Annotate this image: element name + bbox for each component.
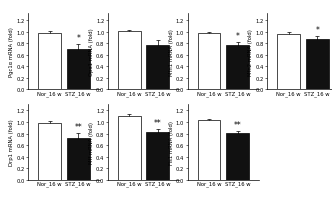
Y-axis label: Mff mRNA (fold): Mff mRNA (fold): [89, 121, 94, 163]
Bar: [38, 124, 61, 180]
Bar: [306, 39, 329, 90]
Text: *: *: [315, 26, 319, 35]
Y-axis label: Mfn1 mRNA (fold): Mfn1 mRNA (fold): [169, 29, 174, 75]
Y-axis label: Mfn2 mRNA (fold): Mfn2 mRNA (fold): [248, 29, 253, 75]
Text: **: **: [234, 120, 241, 129]
Bar: [277, 35, 300, 90]
Y-axis label: Fis1 mRNA (fold): Fis1 mRNA (fold): [169, 120, 174, 164]
Bar: [38, 34, 61, 90]
Bar: [67, 50, 90, 90]
Bar: [146, 46, 169, 90]
Bar: [198, 121, 220, 180]
Bar: [118, 116, 141, 180]
Text: **: **: [154, 119, 162, 128]
Bar: [118, 32, 141, 90]
Bar: [67, 138, 90, 180]
Y-axis label: Opa1 mRNA (fold): Opa1 mRNA (fold): [89, 28, 94, 76]
Text: *: *: [236, 32, 239, 41]
Bar: [146, 132, 169, 180]
Bar: [226, 133, 249, 180]
Bar: [198, 34, 220, 90]
Y-axis label: Drp1 mRNA (fold): Drp1 mRNA (fold): [9, 119, 14, 165]
Text: **: **: [74, 123, 82, 132]
Bar: [226, 46, 249, 90]
Text: *: *: [76, 34, 80, 43]
Y-axis label: Pgc1α mRNA (fold): Pgc1α mRNA (fold): [9, 27, 14, 77]
